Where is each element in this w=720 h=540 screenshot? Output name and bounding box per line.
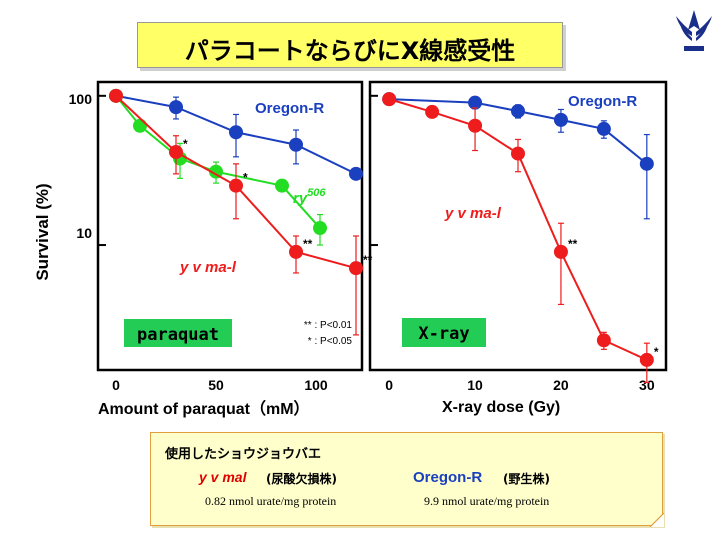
data-point-oregon-r (349, 166, 363, 181)
x-tick-label-paraquat: 50 (208, 377, 224, 393)
note-strain2-name: Oregon-R (413, 469, 483, 486)
paraquat-label-bg (124, 319, 232, 347)
y-axis-label: Survival (%) (33, 183, 52, 280)
xray-panel: 0 10 20 30*** Oregon-R y v ma-l X-ray X-ray… (368, 80, 668, 416)
series-label-ry506: ry506 (293, 187, 326, 207)
data-point-ry506 (275, 178, 289, 193)
significance-marker: * (654, 345, 659, 359)
data-point-oregon-r (553, 112, 568, 127)
strain-note-box: 使用したショウジョウバエ y v mal (尿酸欠損株) Oregon-R (野… (150, 432, 664, 527)
data-point-oregon-r (511, 104, 525, 119)
university-logo (676, 10, 712, 51)
note-strain2-desc: (野生株) (503, 472, 550, 486)
paraquat-panel-label: paraquat (137, 325, 219, 345)
data-point-y-v-ma-l (596, 333, 611, 348)
xray-label-bg (402, 318, 486, 347)
data-point-y-v-ma-l (425, 104, 440, 119)
x-tick-label-x-ray: 0 (385, 377, 393, 393)
data-point-y-v-ma-l (289, 244, 303, 259)
x-tick-label-x-ray: 20 (553, 377, 569, 393)
significance-marker: ** (568, 237, 578, 251)
xray-panel-label: X-ray (418, 324, 469, 344)
legend-note-p001: ** : P<0.01 (304, 320, 353, 331)
data-point-oregon-r (229, 125, 243, 140)
x-tick-label-paraquat: 0 (112, 377, 120, 393)
page-fold-icon (650, 513, 664, 527)
significance-marker: ** (303, 237, 313, 251)
x-tick-label-paraquat: 100 (304, 377, 328, 393)
slide-title: パラコートならびにX線感受性 (184, 37, 516, 65)
x-axis-label-paraquat: Amount of paraquat（mM） (98, 400, 310, 418)
data-point-ry506 (209, 164, 223, 179)
paraquat-plot: 0 50 100****** (98, 88, 373, 393)
data-point-oregon-r (289, 137, 303, 152)
data-point-y-v-ma-l (169, 145, 183, 160)
note-heading: 使用したショウジョウバエ (165, 447, 322, 462)
note-strain1-desc: (尿酸欠損株) (266, 472, 337, 486)
paraquat-panel: 0 50 100****** Oregon-R ry506 y v ma-l par… (96, 80, 373, 418)
x-tick-label-x-ray: 10 (467, 377, 483, 393)
y-tick-100: 100 (69, 91, 93, 107)
series-label-yvmal-xray: y v ma-l (444, 205, 502, 222)
x-tick-label-x-ray: 30 (639, 377, 655, 393)
y-tick-10: 10 (76, 225, 92, 241)
series-label-oregon-r-xray: Oregon-R (568, 93, 637, 110)
data-point-oregon-r (169, 100, 183, 115)
series-line-oregon-r (389, 98, 648, 165)
title-box: パラコートならびにX線感受性 (137, 22, 563, 68)
data-point-y-v-ma-l (109, 88, 123, 103)
significance-marker: * (183, 137, 188, 151)
data-point-oregon-r (596, 121, 611, 136)
xray-plot: 0 10 20 30*** (370, 92, 659, 393)
note-strain1-name: y v mal (199, 469, 247, 485)
data-point-y-v-ma-l (553, 244, 568, 259)
significance-marker: * (243, 171, 248, 185)
data-point-y-v-ma-l (229, 178, 243, 193)
series-label-oregon-r-paraquat: Oregon-R (255, 100, 324, 117)
note-strain1-value: 0.82 nmol urate/mg protein (205, 494, 337, 508)
significance-marker: ** (363, 253, 373, 267)
data-point-y-v-ma-l (468, 118, 483, 133)
figure-svg: Survival (%) 100 10 0 50 100****** Oregon-… (33, 80, 668, 418)
data-point-oregon-r (639, 156, 654, 171)
data-point-y-v-ma-l (349, 261, 363, 276)
data-point-ry506 (133, 118, 147, 133)
x-axis-label-xray: X-ray dose (Gy) (442, 399, 560, 416)
legend-note-p005: * : P<0.05 (308, 336, 353, 347)
note-strain2-value: 9.9 nmol urate/mg protein (424, 494, 550, 508)
data-point-ry506 (313, 221, 327, 236)
data-point-y-v-ma-l (511, 146, 525, 161)
data-point-y-v-ma-l (639, 352, 654, 367)
series-label-yvmal-paraquat: y v ma-l (179, 259, 237, 276)
data-point-oregon-r (468, 95, 483, 110)
data-point-y-v-ma-l (382, 92, 397, 107)
